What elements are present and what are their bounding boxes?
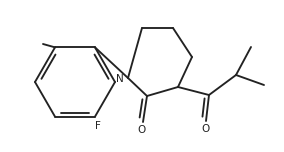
Text: F: F [95,121,101,131]
Text: O: O [138,125,146,135]
Text: N: N [116,74,124,84]
Text: O: O [201,124,209,134]
